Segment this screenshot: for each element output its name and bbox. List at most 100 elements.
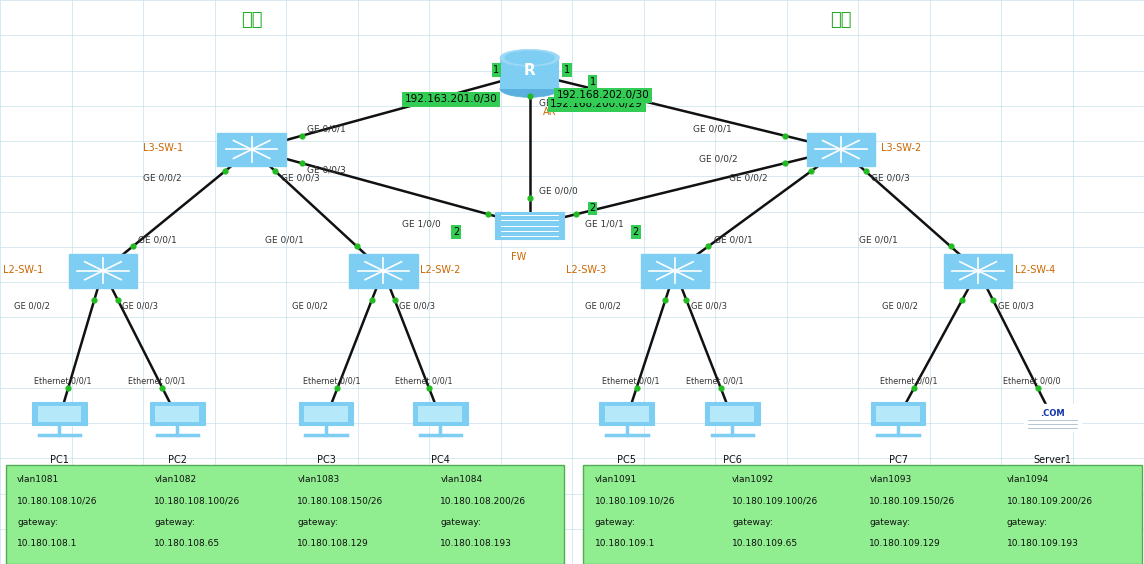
Text: GE 0/0/3: GE 0/0/3	[872, 174, 909, 183]
Text: 10.180.109.129: 10.180.109.129	[869, 539, 942, 548]
Bar	[705, 402, 760, 425]
Text: GE 0/0/1: GE 0/0/1	[138, 235, 177, 244]
Text: 10.180.108.100/26: 10.180.108.100/26	[154, 496, 240, 505]
Bar	[495, 212, 564, 239]
Text: GE 0/0/1: GE 0/0/1	[859, 235, 898, 244]
Text: Ethernet 0/0/1: Ethernet 0/0/1	[686, 377, 744, 386]
Text: GE 0/0/1: GE 0/0/1	[265, 235, 304, 244]
Bar	[38, 406, 81, 422]
Bar	[304, 406, 348, 422]
Text: GE 0/0/1: GE 0/0/1	[308, 125, 347, 134]
Text: vlan1092: vlan1092	[732, 475, 774, 484]
Text: gateway:: gateway:	[732, 518, 773, 527]
Text: 1: 1	[493, 65, 500, 75]
Text: L2-SW-4: L2-SW-4	[1015, 265, 1055, 275]
Text: 192.163.201.0/30: 192.163.201.0/30	[405, 94, 498, 104]
Bar	[413, 402, 468, 425]
Text: 2: 2	[589, 204, 596, 213]
Text: 10.180.108.193: 10.180.108.193	[440, 539, 513, 548]
Text: L2-SW-1: L2-SW-1	[3, 265, 43, 275]
Bar	[32, 402, 87, 425]
Text: 10.180.109.200/26: 10.180.109.200/26	[1007, 496, 1093, 505]
Text: vlan1082: vlan1082	[154, 475, 197, 484]
Text: Ethernet 0/0/1: Ethernet 0/0/1	[602, 377, 660, 386]
Text: L3-SW-1: L3-SW-1	[143, 143, 183, 153]
Bar	[1024, 404, 1081, 431]
Bar	[150, 402, 205, 425]
Bar	[500, 58, 559, 89]
Ellipse shape	[500, 80, 559, 97]
Text: PC6: PC6	[723, 455, 741, 465]
Bar	[299, 402, 353, 425]
Text: L2-SW-3: L2-SW-3	[566, 265, 606, 275]
Bar	[944, 254, 1012, 288]
Text: GE 0/0/3: GE 0/0/3	[281, 174, 320, 183]
Text: GE 1/0/1: GE 1/0/1	[586, 220, 625, 229]
Text: 10.180.108.150/26: 10.180.108.150/26	[297, 496, 383, 505]
Text: L3-SW-2: L3-SW-2	[881, 143, 921, 153]
Text: FW: FW	[510, 252, 526, 262]
Text: 1: 1	[589, 77, 596, 87]
Text: Server1: Server1	[1033, 455, 1072, 465]
Text: GE 0/0/2: GE 0/0/2	[882, 301, 917, 310]
Text: GE 0/0/0: GE 0/0/0	[539, 187, 578, 196]
Text: GE 0/0/0: GE 0/0/0	[539, 99, 578, 107]
Bar	[710, 406, 754, 422]
Text: 10.180.108.200/26: 10.180.108.200/26	[440, 496, 526, 505]
Text: 10.180.109.1: 10.180.109.1	[595, 539, 656, 548]
Text: Ethernet 0/0/1: Ethernet 0/0/1	[303, 377, 360, 386]
Ellipse shape	[500, 49, 559, 66]
Text: L2-SW-2: L2-SW-2	[420, 265, 460, 275]
Text: GE 0/0/3: GE 0/0/3	[122, 301, 158, 310]
Text: GE 0/0/2: GE 0/0/2	[143, 174, 181, 183]
Bar	[156, 406, 199, 422]
Bar	[217, 133, 286, 166]
Text: GE 0/0/1: GE 0/0/1	[714, 235, 753, 244]
Text: vlan1091: vlan1091	[595, 475, 637, 484]
Text: 10.180.109.150/26: 10.180.109.150/26	[869, 496, 955, 505]
Text: Ethernet 0/0/1: Ethernet 0/0/1	[128, 377, 185, 386]
Bar	[605, 406, 649, 422]
Bar	[349, 254, 418, 288]
Text: gateway:: gateway:	[297, 518, 339, 527]
Text: gateway:: gateway:	[17, 518, 58, 527]
Text: 宝德: 宝德	[831, 11, 851, 29]
Text: PC4: PC4	[431, 455, 450, 465]
Text: GE 0/0/3: GE 0/0/3	[308, 165, 347, 174]
Text: GE 0/0/3: GE 0/0/3	[691, 301, 726, 310]
Text: PC1: PC1	[50, 455, 69, 465]
Text: 2: 2	[633, 227, 639, 237]
Text: vlan1084: vlan1084	[440, 475, 483, 484]
Text: gateway:: gateway:	[595, 518, 636, 527]
Text: gateway:: gateway:	[1007, 518, 1048, 527]
Text: 10.180.108.65: 10.180.108.65	[154, 539, 221, 548]
Text: vlan1094: vlan1094	[1007, 475, 1049, 484]
Bar	[599, 402, 654, 425]
Bar	[807, 133, 875, 166]
Text: vlan1081: vlan1081	[17, 475, 59, 484]
Bar	[641, 254, 709, 288]
Text: .COM: .COM	[1040, 409, 1065, 418]
Text: AR: AR	[543, 107, 557, 117]
Text: GE 0/0/2: GE 0/0/2	[586, 301, 621, 310]
Bar	[419, 406, 462, 422]
Text: gateway:: gateway:	[440, 518, 482, 527]
Ellipse shape	[505, 51, 555, 65]
Text: 10.180.109.193: 10.180.109.193	[1007, 539, 1079, 548]
Bar	[69, 254, 137, 288]
Text: PC2: PC2	[168, 455, 186, 465]
Text: vlan1083: vlan1083	[297, 475, 340, 484]
Text: 10.180.109.65: 10.180.109.65	[732, 539, 799, 548]
Text: 192.168.202.0/30: 192.168.202.0/30	[557, 90, 650, 100]
Text: GE 0/0/3: GE 0/0/3	[399, 301, 435, 310]
Text: 龙旗: 龙旗	[241, 11, 262, 29]
Text: 10.180.109.10/26: 10.180.109.10/26	[595, 496, 675, 505]
Text: PC7: PC7	[889, 455, 907, 465]
Text: GE 0/0/2: GE 0/0/2	[292, 301, 327, 310]
Text: 10.180.109.100/26: 10.180.109.100/26	[732, 496, 818, 505]
Text: R: R	[524, 63, 535, 78]
Text: 10.180.108.1: 10.180.108.1	[17, 539, 78, 548]
FancyBboxPatch shape	[583, 465, 1142, 564]
Text: Ethernet 0/0/1: Ethernet 0/0/1	[880, 377, 937, 386]
Bar	[871, 402, 925, 425]
